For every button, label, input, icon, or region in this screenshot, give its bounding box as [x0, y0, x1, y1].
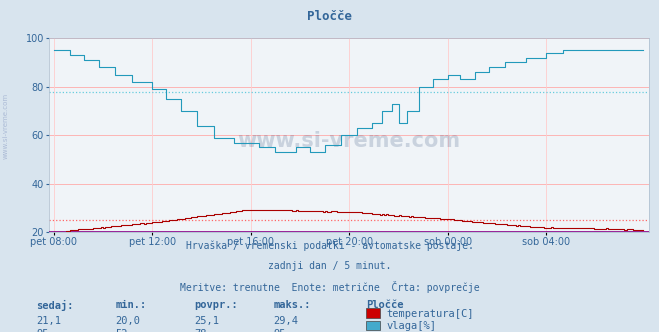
Text: Pločče: Pločče	[366, 300, 403, 310]
Text: 95: 95	[273, 329, 286, 332]
Text: 20,0: 20,0	[115, 316, 140, 326]
Text: vlaga[%]: vlaga[%]	[387, 321, 437, 331]
Text: www.si-vreme.com: www.si-vreme.com	[2, 93, 9, 159]
Text: Meritve: trenutne  Enote: metrične  Črta: povprečje: Meritve: trenutne Enote: metrične Črta: …	[180, 281, 479, 292]
Text: maks.:: maks.:	[273, 300, 311, 310]
Text: 78: 78	[194, 329, 207, 332]
Text: 52: 52	[115, 329, 128, 332]
Text: www.si-vreme.com: www.si-vreme.com	[238, 131, 461, 151]
Text: Hrvaška / vremenski podatki - avtomatske postaje.: Hrvaška / vremenski podatki - avtomatske…	[186, 241, 473, 251]
Text: sedaj:: sedaj:	[36, 300, 74, 311]
Text: 21,1: 21,1	[36, 316, 61, 326]
Text: 95: 95	[36, 329, 49, 332]
Text: 25,1: 25,1	[194, 316, 219, 326]
Text: povpr.:: povpr.:	[194, 300, 238, 310]
Text: Pločče: Pločče	[307, 10, 352, 23]
Text: temperatura[C]: temperatura[C]	[387, 309, 474, 319]
Text: min.:: min.:	[115, 300, 146, 310]
Text: zadnji dan / 5 minut.: zadnji dan / 5 minut.	[268, 261, 391, 271]
Text: 29,4: 29,4	[273, 316, 299, 326]
